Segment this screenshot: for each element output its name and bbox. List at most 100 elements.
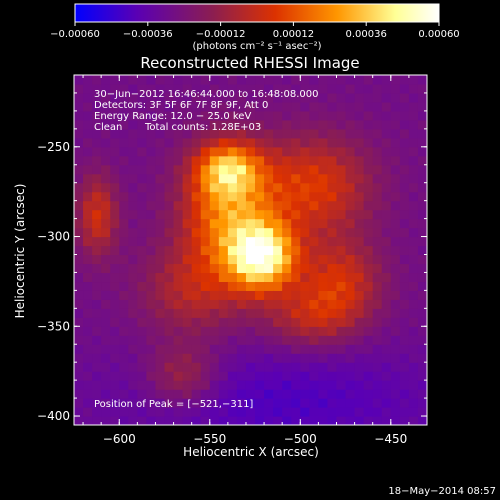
heatmap-cell [245, 326, 256, 336]
heatmap-cell [408, 335, 419, 345]
heatmap-cell [209, 254, 220, 265]
heatmap-cell [309, 227, 319, 238]
heatmap-cell [363, 308, 374, 318]
heatmap-cell [381, 245, 392, 256]
heatmap-cell [155, 164, 166, 175]
heatmap-cell [128, 119, 138, 130]
heatmap-cell [200, 75, 211, 85]
heatmap-cell [417, 191, 427, 202]
heatmap-cell [417, 236, 427, 247]
heatmap-cell [318, 308, 329, 318]
heatmap-cell [119, 155, 129, 166]
heatmap-cell [200, 326, 211, 336]
heatmap-cell [417, 218, 427, 229]
heatmap-cell [110, 146, 120, 157]
heatmap-cell [191, 407, 202, 417]
heatmap-cell [381, 182, 392, 193]
heatmap-cell [381, 362, 392, 372]
heatmap-cell [372, 83, 383, 94]
heatmap-cell [255, 218, 265, 229]
heatmap-cell [273, 119, 283, 130]
heatmap-cell [164, 191, 175, 202]
heatmap-cell [209, 371, 220, 381]
heatmap-cell [101, 362, 111, 372]
heatmap-cell [318, 371, 329, 381]
heatmap-cell [191, 263, 202, 274]
heatmap-cell [200, 101, 211, 112]
heatmap-cell [273, 308, 283, 318]
heatmap-cell [128, 272, 138, 283]
heatmap-cell [300, 218, 310, 229]
heatmap-cell [291, 335, 301, 345]
heatmap-cell [245, 227, 256, 238]
heatmap-cell [128, 182, 138, 193]
heatmap-cell [336, 83, 347, 94]
heatmap-cell [74, 407, 84, 417]
heatmap-cell [164, 389, 175, 399]
heatmap-cell [101, 290, 111, 300]
heatmap-cell [83, 254, 93, 265]
heatmap-cell [345, 299, 356, 309]
heatmap-cell [255, 245, 265, 256]
heatmap-cell [363, 254, 374, 265]
heatmap-cell [182, 209, 193, 220]
heatmap-cell [191, 92, 202, 103]
heatmap-cell [83, 200, 93, 211]
heatmap-cell [101, 146, 111, 157]
heatmap-cell [110, 75, 120, 85]
heatmap-cell [92, 245, 102, 256]
heatmap-cell [236, 101, 247, 112]
heatmap-cell [173, 353, 184, 363]
heatmap-cell [363, 128, 374, 139]
heatmap-cell [119, 182, 129, 193]
heatmap-cell [282, 75, 292, 85]
heatmap-cell [92, 75, 102, 85]
heatmap-cell [83, 245, 93, 256]
heatmap-cell [209, 164, 220, 175]
heatmap-cell [363, 218, 374, 229]
heatmap-cell [137, 200, 148, 211]
heatmap-cell [236, 416, 247, 425]
heatmap-cell [345, 137, 356, 148]
heatmap-cell [155, 173, 166, 184]
heatmap-cell [327, 416, 338, 425]
heatmap-cell [164, 110, 175, 121]
heatmap-cell [354, 119, 365, 130]
heatmap-cell [110, 371, 120, 381]
heatmap-cell [381, 110, 392, 121]
heatmap-cell [173, 218, 184, 229]
heatmap-cell [200, 353, 211, 363]
peak-position-label: Position of Peak = [−521,−311] [94, 399, 253, 410]
heatmap-cell [408, 101, 419, 112]
time-range-label: 30−Jun−2012 16:46:44.000 to 16:48:08.000 [94, 89, 319, 100]
heatmap-cell [300, 191, 310, 202]
heatmap-cell [354, 101, 365, 112]
heatmap-cell [345, 128, 356, 139]
heatmap-cell [273, 182, 283, 193]
heatmap-cell [318, 254, 329, 265]
heatmap-cell [264, 227, 274, 238]
heatmap-image [74, 75, 427, 425]
heatmap-cell [236, 254, 247, 265]
heatmap-cell [173, 317, 184, 327]
heatmap-cell [345, 83, 356, 94]
heatmap-cell [245, 353, 256, 363]
heatmap-cell [182, 218, 193, 229]
heatmap-cell [191, 371, 202, 381]
heatmap-cell [146, 362, 157, 372]
heatmap-cell [128, 308, 138, 318]
heatmap-cell [245, 335, 256, 345]
heatmap-cell [119, 101, 129, 112]
heatmap-cell [390, 164, 401, 175]
heatmap-cell [83, 75, 93, 85]
heatmap-cell [417, 371, 427, 381]
heatmap-cell [354, 326, 365, 336]
heatmap-cell [327, 299, 338, 309]
heatmap-cell [191, 335, 202, 345]
heatmap-cell [399, 182, 410, 193]
heatmap-cell [200, 344, 211, 354]
heatmap-cell [227, 254, 238, 265]
heatmap-cell [83, 119, 93, 130]
heatmap-cell [408, 83, 419, 94]
heatmap-cell [399, 299, 410, 309]
